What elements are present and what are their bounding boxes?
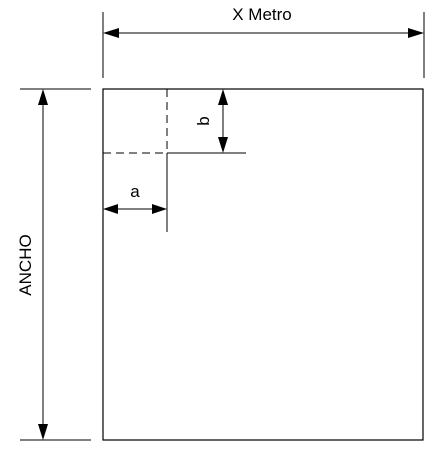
b-arrow-bottom [218, 137, 228, 153]
x-metro-arrow-right [408, 28, 424, 38]
x-metro-arrow-left [103, 28, 119, 38]
a-label: a [130, 182, 140, 201]
main-rectangle [102, 88, 424, 441]
b-label: b [194, 116, 213, 125]
ancho-label: ANCHO [16, 234, 35, 295]
ancho-arrow-top [38, 89, 48, 105]
a-arrow-left [103, 204, 118, 214]
a-arrow-right [152, 204, 167, 214]
ancho-arrow-bottom [38, 424, 48, 440]
x-metro-label: X Metro [232, 5, 292, 24]
b-arrow-top [218, 89, 228, 105]
